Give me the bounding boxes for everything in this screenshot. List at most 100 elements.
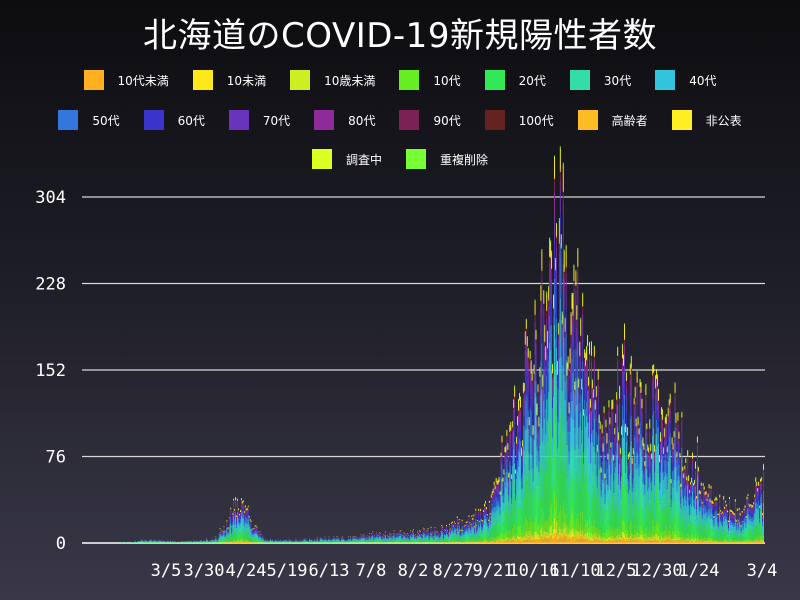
bar-segment [305,540,307,542]
bar-segment [534,488,536,521]
bar-segment [407,534,409,536]
bar-segment [416,534,418,537]
bar-segment [153,541,155,542]
bar-segment [542,466,544,498]
bar-segment [539,539,541,541]
bar-segment [405,534,407,536]
bar-segment [254,536,256,539]
bar-segment [240,509,242,516]
bar-segment [447,531,449,532]
bar-segment [466,526,468,529]
bar-segment [246,514,248,519]
bar-segment [527,450,529,475]
bar-segment [492,540,494,542]
bar-segment [354,537,356,540]
bar-segment [484,509,485,513]
bar-segment [491,536,493,541]
bar-segment [497,535,499,540]
bar-segment [366,536,368,537]
bar-segment [421,537,423,539]
bar-segment [353,539,355,541]
bar-segment [375,542,377,543]
bar-segment [590,374,592,392]
bar-segment [314,541,316,543]
bar-segment [557,515,559,533]
bar-segment [457,537,459,541]
legend-row: 10代未満 10未満 10歳未満 10代 20代 30代 40代 [0,68,800,92]
bar-segment [490,514,492,521]
bar-segment [560,294,562,321]
bar-segment [510,430,512,432]
bar-segment [234,511,236,514]
bar-segment [537,450,539,468]
legend-item: 10未満 [181,68,278,92]
bar-segment [255,528,257,530]
bar-segment [471,522,473,527]
bar-segment [373,539,375,541]
bar-segment [508,541,510,543]
bar-segment [505,455,507,461]
bar-segment [527,531,529,536]
bar-segment [243,515,245,519]
bar-segment [258,536,260,538]
bar-segment [222,540,224,542]
bar-segment [230,509,232,511]
bar-segment [551,279,553,291]
bar-segment [244,507,246,509]
bar-segment [453,541,455,543]
bar-segment [371,534,373,536]
bar-segment [426,533,428,535]
bar-segment [364,538,366,541]
bar-segment [238,510,240,512]
bar-segment [562,364,564,412]
bar-segment [572,333,574,346]
bar-segment [438,537,440,540]
bar-segment [476,541,478,543]
bar-segment [397,535,399,536]
bar-segment [426,537,428,540]
bar-segment [499,540,501,542]
bar-segment [514,401,516,410]
bar-segment [505,453,507,456]
bar-segment [566,540,568,543]
bar-segment [233,537,235,541]
bar-segment [313,540,315,542]
bar-segment [389,535,391,537]
bar-segment [580,337,582,343]
bar-segment [337,540,339,542]
bar-segment [265,538,267,540]
bar-segment [454,528,456,530]
bar-segment [563,374,565,432]
bar-segment [492,490,494,493]
bar-segment [488,542,490,543]
bar-segment [534,373,536,393]
bar-segment [516,540,518,542]
bar-segment [514,397,516,398]
bar-segment [417,536,419,539]
bar-segment [580,536,582,543]
bar-segment [257,531,259,533]
bar-segment [583,415,585,416]
bar-segment [535,536,537,540]
bar-segment [483,510,485,512]
bar-segment [566,366,568,376]
bar-segment [534,314,536,316]
bar-segment [462,536,464,539]
bar-segment [451,524,453,527]
bar-segment [347,537,349,538]
bar-segment [536,537,538,540]
bar-segment [335,541,337,543]
bar-segment [338,538,340,540]
bar-segment [238,511,240,514]
bar-segment [552,533,554,537]
bar-segment [589,353,590,355]
bar-segment [480,532,482,540]
bar-segment [456,532,458,535]
bar-segment [354,540,356,543]
bar-segment [455,541,457,543]
bar-segment [320,538,322,540]
bar-segment [316,538,318,539]
bar-segment [247,542,249,543]
bar-segment [417,538,419,540]
bar-segment [451,537,453,541]
